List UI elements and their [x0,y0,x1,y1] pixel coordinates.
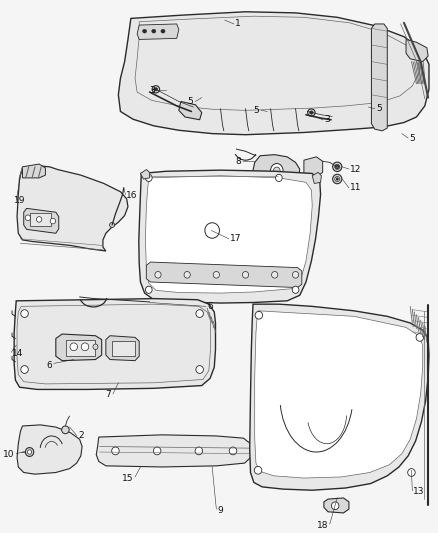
Ellipse shape [416,334,424,341]
Polygon shape [56,334,102,361]
Ellipse shape [155,271,161,278]
Text: 6: 6 [207,302,213,311]
Text: 9: 9 [217,506,223,515]
Ellipse shape [332,162,342,172]
Text: 10: 10 [3,450,14,459]
Text: 8: 8 [236,157,241,166]
Ellipse shape [145,286,152,293]
Ellipse shape [332,174,342,184]
Ellipse shape [276,174,282,182]
Ellipse shape [254,466,262,474]
Ellipse shape [93,344,98,350]
Text: 14: 14 [12,350,23,359]
Ellipse shape [242,271,249,278]
Ellipse shape [154,87,158,91]
Polygon shape [312,172,321,183]
Polygon shape [304,157,323,177]
Ellipse shape [25,215,31,221]
Bar [29,213,51,225]
Polygon shape [22,164,46,178]
Text: 5: 5 [410,134,415,142]
Polygon shape [250,304,429,490]
Text: 3: 3 [324,115,330,124]
Ellipse shape [335,176,340,182]
Polygon shape [141,169,150,179]
Ellipse shape [213,271,219,278]
Ellipse shape [70,343,78,351]
Text: 7: 7 [106,391,111,399]
Ellipse shape [21,310,28,318]
Text: 12: 12 [350,165,361,174]
Polygon shape [118,12,429,135]
Ellipse shape [184,271,190,278]
Ellipse shape [292,286,299,293]
Text: 19: 19 [14,196,26,205]
Ellipse shape [28,450,32,454]
Polygon shape [17,166,128,251]
Ellipse shape [273,167,280,174]
Ellipse shape [21,366,28,374]
Ellipse shape [142,29,147,33]
Text: 3: 3 [149,86,155,95]
Ellipse shape [152,86,159,93]
Polygon shape [17,425,82,474]
Text: 5: 5 [253,106,259,115]
Text: 5: 5 [376,104,382,113]
Text: 15: 15 [122,473,134,482]
Ellipse shape [307,109,315,116]
Polygon shape [106,336,139,361]
Ellipse shape [36,216,42,222]
Ellipse shape [25,448,34,456]
Ellipse shape [145,174,152,182]
Text: 1: 1 [235,19,240,28]
Ellipse shape [229,447,237,455]
Text: 18: 18 [318,521,329,530]
Polygon shape [254,311,423,478]
Ellipse shape [255,311,263,319]
Polygon shape [179,101,202,120]
Ellipse shape [335,164,340,169]
Polygon shape [96,435,252,467]
Bar [112,341,135,356]
Ellipse shape [153,447,161,455]
Polygon shape [253,155,300,187]
Text: 5: 5 [187,97,193,106]
Polygon shape [139,170,321,303]
Ellipse shape [272,271,278,278]
Ellipse shape [196,366,203,374]
Ellipse shape [161,29,165,33]
Bar [66,340,95,356]
Ellipse shape [110,222,115,228]
Polygon shape [324,498,349,513]
Ellipse shape [195,447,203,455]
Text: 17: 17 [230,235,242,243]
Ellipse shape [152,29,156,33]
Text: 2: 2 [78,431,84,440]
Ellipse shape [50,219,56,224]
Polygon shape [145,176,312,293]
Ellipse shape [112,447,119,455]
Ellipse shape [81,343,89,351]
Polygon shape [371,24,387,131]
Polygon shape [406,39,428,62]
Ellipse shape [332,502,339,510]
Polygon shape [24,208,59,233]
Text: 11: 11 [350,183,362,192]
Text: 6: 6 [46,360,52,369]
Ellipse shape [336,177,339,180]
Polygon shape [137,24,179,39]
Text: 16: 16 [126,191,138,200]
Ellipse shape [408,469,415,477]
Polygon shape [14,298,215,390]
Ellipse shape [62,426,69,434]
Ellipse shape [271,164,283,178]
Ellipse shape [196,310,203,318]
Text: 13: 13 [413,487,424,496]
Polygon shape [146,262,302,287]
Ellipse shape [293,271,299,278]
Ellipse shape [310,111,313,114]
Ellipse shape [205,223,219,238]
